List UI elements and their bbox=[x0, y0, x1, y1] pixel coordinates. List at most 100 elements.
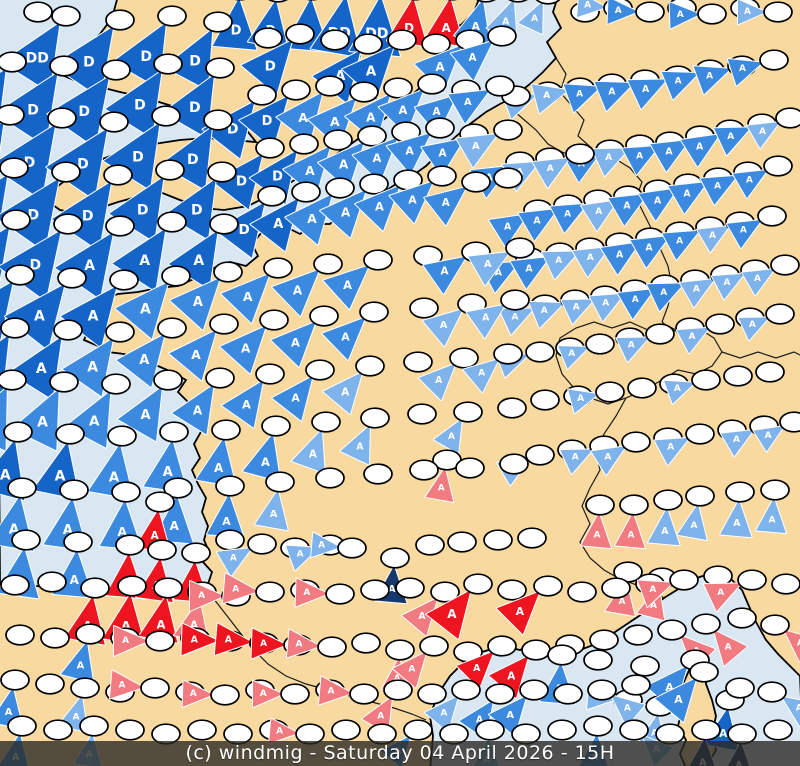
station-ellipse bbox=[49, 371, 79, 393]
wind-symbol: A bbox=[59, 623, 105, 684]
wind-symbol bbox=[363, 463, 393, 485]
wind-symbol-letter: A bbox=[525, 263, 533, 274]
wind-direction-triangle bbox=[580, 511, 612, 550]
station-ellipse bbox=[595, 381, 625, 403]
wind-symbol-letter: A bbox=[291, 392, 300, 405]
station-ellipse bbox=[315, 467, 345, 489]
wind-direction-triangle bbox=[271, 375, 314, 422]
wind-symbol-letter: A bbox=[797, 639, 800, 649]
wind-direction-triangle bbox=[560, 298, 596, 326]
wind-symbol-letter: A bbox=[139, 353, 149, 368]
wind-direction-triangle bbox=[271, 268, 321, 318]
wind-symbol bbox=[395, 577, 425, 599]
wind-symbol-letter: A bbox=[564, 209, 571, 219]
wind-direction-triangle bbox=[447, 89, 491, 125]
wind-symbol: A bbox=[64, 373, 131, 449]
station-ellipse bbox=[697, 3, 727, 25]
wind-symbol: D bbox=[164, 161, 237, 241]
station-ellipse bbox=[453, 401, 483, 423]
station-ellipse bbox=[705, 313, 735, 335]
station-ellipse bbox=[57, 267, 87, 289]
station-ellipse bbox=[49, 55, 79, 77]
wind-symbol: A bbox=[467, 237, 535, 287]
wind-direction-triangle bbox=[423, 185, 468, 227]
station-ellipse bbox=[331, 719, 361, 741]
wind-direction-triangle bbox=[606, 0, 640, 25]
wind-symbol-letter: A bbox=[341, 206, 351, 220]
wind-symbol-letter: D bbox=[78, 104, 90, 120]
wind-symbol-letter: A bbox=[602, 299, 609, 309]
wind-symbol-letter: D bbox=[262, 114, 273, 129]
wind-symbol: A bbox=[171, 367, 235, 436]
station-ellipse bbox=[417, 683, 447, 705]
station-ellipse bbox=[3, 421, 33, 443]
wind-symbol: A bbox=[108, 669, 170, 700]
wind-symbol bbox=[723, 365, 753, 387]
wind-symbol-letter: A bbox=[691, 521, 698, 531]
station-ellipse bbox=[447, 531, 477, 553]
wind-symbol-letter: A bbox=[341, 386, 349, 398]
wind-symbol: A bbox=[726, 49, 789, 87]
station-ellipse bbox=[487, 635, 517, 657]
wind-symbol-letter: A bbox=[377, 711, 384, 721]
wind-symbol-letter: A bbox=[70, 573, 80, 587]
wind-symbol-letter: A bbox=[683, 188, 691, 199]
wind-symbol-letter: A bbox=[577, 394, 584, 404]
wind-symbol-letter: A bbox=[495, 267, 503, 278]
wind-symbol-letter: A bbox=[222, 515, 231, 528]
wind-direction-triangle bbox=[741, 268, 776, 297]
wind-direction-triangle bbox=[116, 385, 163, 443]
station-ellipse bbox=[111, 481, 141, 503]
station-ellipse bbox=[567, 581, 597, 603]
wind-symbol: A bbox=[168, 313, 239, 382]
wind-symbol-letter: A bbox=[198, 591, 205, 601]
wind-symbol: A bbox=[354, 169, 423, 232]
wind-symbol-letter: A bbox=[507, 670, 515, 682]
wind-direction-triangle bbox=[737, 0, 767, 26]
wind-direction-triangle bbox=[108, 669, 145, 700]
wind-direction-triangle bbox=[455, 133, 499, 169]
wind-symbol bbox=[351, 632, 381, 654]
wind-direction-triangle bbox=[424, 466, 455, 503]
wind-symbol-letter: A bbox=[440, 708, 447, 718]
wind-direction-triangle bbox=[725, 219, 763, 250]
wind-symbol-letter: A bbox=[636, 151, 643, 161]
station-ellipse bbox=[325, 583, 355, 605]
station-ellipse bbox=[211, 419, 241, 441]
wind-symbol-letter: A bbox=[318, 541, 325, 551]
wind-direction-triangle bbox=[391, 651, 428, 689]
wind-symbol-letter: A bbox=[305, 163, 315, 178]
wind-symbol: A bbox=[220, 257, 293, 324]
wind-symbol: D bbox=[161, 57, 235, 139]
wind-symbol-letter: A bbox=[373, 151, 382, 165]
wind-direction-triangle bbox=[549, 202, 589, 234]
wind-symbol: A bbox=[194, 419, 241, 488]
wind-symbol: A bbox=[271, 359, 335, 422]
wind-symbol: A bbox=[252, 679, 310, 709]
station-ellipse bbox=[403, 719, 433, 741]
wind-direction-triangle bbox=[580, 199, 619, 232]
wind-symbol: A bbox=[432, 401, 483, 455]
station-ellipse bbox=[463, 573, 493, 595]
wind-symbol-letter: A bbox=[719, 728, 727, 740]
station-ellipse bbox=[349, 81, 379, 103]
station-ellipse bbox=[383, 77, 413, 99]
wind-symbol-letter: A bbox=[122, 636, 129, 646]
station-ellipse bbox=[0, 369, 27, 391]
wind-symbol: D bbox=[0, 55, 79, 148]
station-ellipse bbox=[419, 635, 449, 657]
station-ellipse bbox=[105, 321, 135, 343]
station-ellipse bbox=[145, 491, 175, 513]
wind-symbol-letter: A bbox=[242, 397, 251, 411]
wind-direction-triangle bbox=[783, 629, 800, 663]
station-ellipse bbox=[485, 683, 515, 705]
wind-symbol bbox=[315, 467, 345, 489]
wind-direction-triangle bbox=[653, 436, 691, 467]
wind-symbol: A bbox=[668, 1, 727, 30]
wind-symbol: A bbox=[663, 369, 721, 405]
station-ellipse bbox=[0, 574, 30, 596]
station-ellipse bbox=[210, 684, 240, 706]
wind-direction-triangle bbox=[180, 622, 220, 657]
station-ellipse bbox=[589, 629, 619, 651]
station-ellipse bbox=[547, 719, 577, 741]
